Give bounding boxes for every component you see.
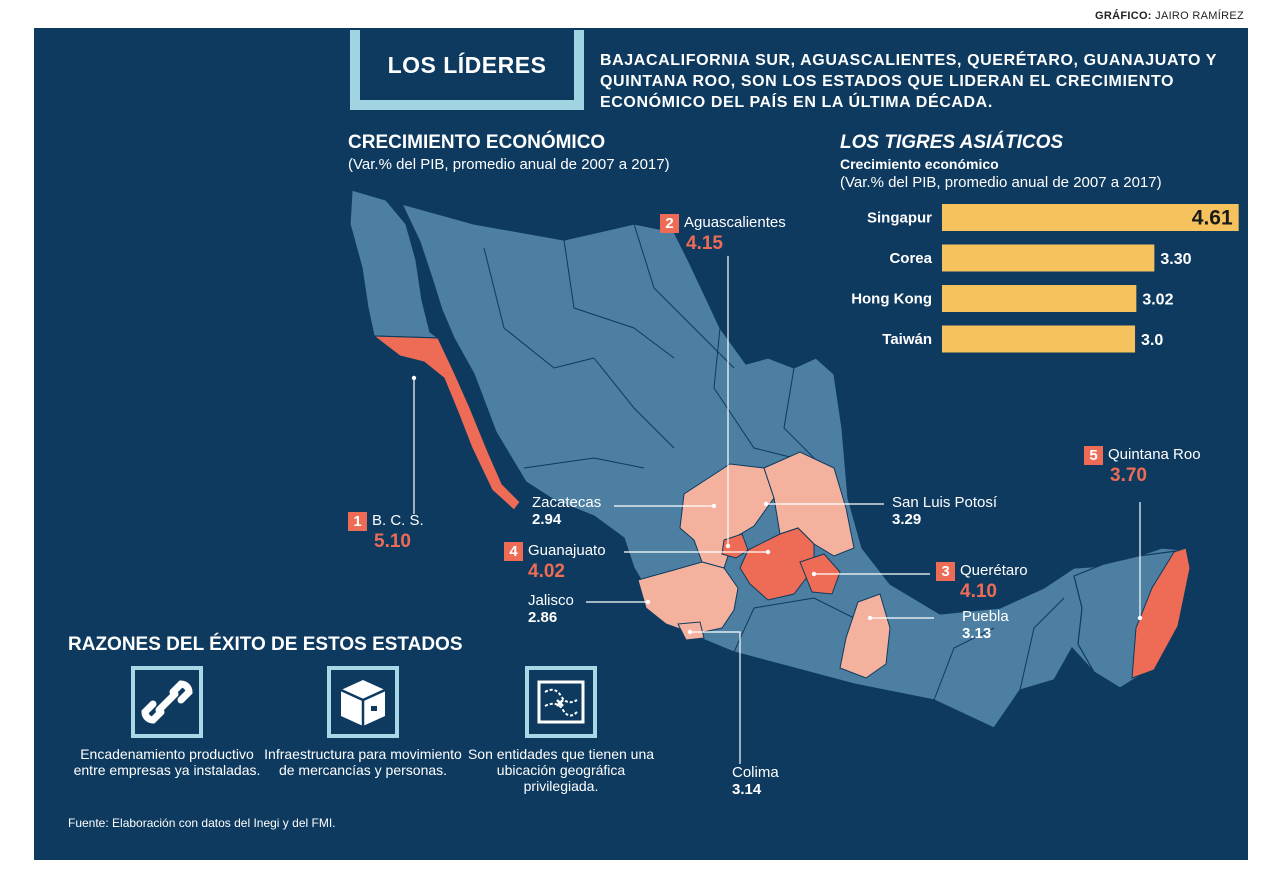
map-state-bcs — [372, 335, 521, 511]
label-bcs: 1 B. C. S. 5.10 — [348, 512, 424, 553]
credit-label: GRÁFICO: — [1094, 10, 1152, 22]
state-value: 2.94 — [532, 511, 562, 528]
label-guanajuato: 4 Guanajuato 4.02 — [504, 542, 606, 583]
dot-guanajuato — [765, 549, 771, 555]
map-subtitle: (Var.% del PIB, promedio anual de 2007 a… — [348, 156, 670, 173]
label-jalisco: Jalisco 2.86 — [528, 592, 574, 626]
title-frame: LOS LÍDERES — [350, 30, 584, 110]
bar-value-label: 3.0 — [1141, 332, 1163, 349]
dot-quintana-roo — [1137, 615, 1143, 621]
bar-category-label: Hong Kong — [851, 291, 932, 308]
dot-puebla — [867, 615, 873, 621]
tigers-title: LOS TIGRES ASIÁTICOS — [840, 132, 1064, 153]
bar-corea — [942, 244, 1155, 272]
map-icon — [525, 666, 597, 738]
leader-line-colima — [690, 631, 741, 764]
leader-dots — [411, 375, 1143, 635]
bar-category-label: Corea — [889, 250, 932, 267]
map-state-guanajuato — [739, 527, 815, 601]
state-name: Zacatecas — [532, 494, 602, 511]
state-value: 5.10 — [374, 531, 411, 552]
reasons-title: RAZONES DEL ÉXITO DE ESTOS ESTADOS — [68, 634, 463, 655]
tigers-bar-chart: Singapur 4.61 Corea 3.30 Hong Kong 3.02 Taiwán… — [851, 204, 1239, 353]
page-title: LOS LÍDERES — [360, 30, 574, 100]
rank-badge: 1 — [348, 512, 367, 531]
state-name: Jalisco — [528, 592, 574, 609]
tigers-subtitle: Crecimiento económico — [840, 156, 999, 172]
reason-text-1: Encadenamiento productivo entre empresas… — [73, 746, 261, 778]
dot-aguascalientes — [725, 543, 731, 549]
map-baja-california — [349, 189, 440, 339]
map-state-puebla — [839, 593, 891, 679]
state-name: Guanajuato — [528, 542, 606, 559]
chain-link-icon — [131, 666, 203, 738]
infographic-panel: LOS LÍDERES BAJACALIFORNIA SUR, AGUASCAL… — [34, 28, 1248, 860]
dot-jalisco — [645, 599, 651, 605]
label-zacatecas: Zacatecas 2.94 — [532, 494, 601, 528]
label-colima: Colima 3.14 — [732, 764, 779, 798]
label-aguascalientes: 2 Aguascalientes 4.15 — [660, 214, 786, 255]
dot-zacatecas — [711, 503, 717, 509]
state-value: 3.29 — [892, 511, 922, 528]
dot-colima — [687, 629, 693, 635]
state-name: Querétaro — [960, 562, 1028, 579]
label-san-luis-potosi: San Luis Potosí 3.29 — [892, 494, 997, 528]
state-name: Puebla — [962, 608, 1009, 625]
state-value: 3.14 — [732, 781, 762, 798]
rank-badge: 5 — [1084, 446, 1103, 465]
state-name: Colima — [732, 764, 779, 781]
map-state-quintana-roo — [1131, 547, 1191, 679]
state-name: Quintana Roo — [1108, 446, 1201, 463]
bar-hong-kong — [942, 285, 1137, 312]
reason-text-2: Infraestructura para movimiento de merca… — [264, 746, 462, 778]
mexico-map — [349, 189, 1191, 764]
bar-value-label: 3.30 — [1160, 251, 1191, 268]
rank-badge: 2 — [660, 214, 679, 233]
credit-name: JAIRO RAMÍREZ — [1155, 10, 1244, 22]
state-value: 4.10 — [960, 581, 997, 602]
tigers-subtitle-2: (Var.% del PIB, promedio anual de 2007 a… — [840, 174, 1162, 191]
reason-text-3: Son entidades que tienen una ubicación g… — [467, 746, 655, 794]
box-icon — [327, 666, 399, 738]
bar-value-label: 4.61 — [1192, 207, 1233, 230]
label-quintana-roo: 5 Quintana Roo 3.70 — [1084, 446, 1201, 487]
headline: BAJACALIFORNIA SUR, AGUASCALIENTES, QUER… — [600, 52, 1217, 111]
state-value: 2.86 — [528, 609, 558, 626]
state-name: B. C. S. — [372, 512, 424, 529]
credit: GRÁFICO: JAIRO RAMÍREZ — [1095, 10, 1244, 22]
bar-category-label: Singapur — [867, 210, 932, 227]
state-value: 3.13 — [962, 625, 992, 642]
label-puebla: Puebla 3.13 — [962, 608, 1009, 642]
state-name: Aguascalientes — [684, 214, 786, 231]
dot-queretaro — [811, 571, 817, 577]
bar-singapur — [942, 204, 1239, 231]
state-value: 4.15 — [686, 233, 723, 254]
bar-value-label: 3.02 — [1142, 292, 1173, 309]
source-note: Fuente: Elaboración con datos del Inegi … — [68, 816, 336, 830]
bar-taiwán — [942, 325, 1136, 353]
map-title: CRECIMIENTO ECONÓMICO — [348, 132, 606, 153]
map-state-jalisco — [637, 561, 739, 635]
state-value: 4.02 — [528, 561, 565, 582]
dot-slp — [763, 501, 769, 507]
label-queretaro: 3 Querétaro 4.10 — [936, 562, 1028, 603]
state-name: San Luis Potosí — [892, 494, 998, 511]
state-value: 3.70 — [1110, 465, 1147, 486]
rank-badge: 4 — [504, 542, 523, 561]
rank-badge: 3 — [936, 562, 955, 581]
leader-lines — [413, 256, 1141, 764]
bar-category-label: Taiwán — [882, 331, 932, 348]
dot-bcs — [411, 375, 417, 381]
